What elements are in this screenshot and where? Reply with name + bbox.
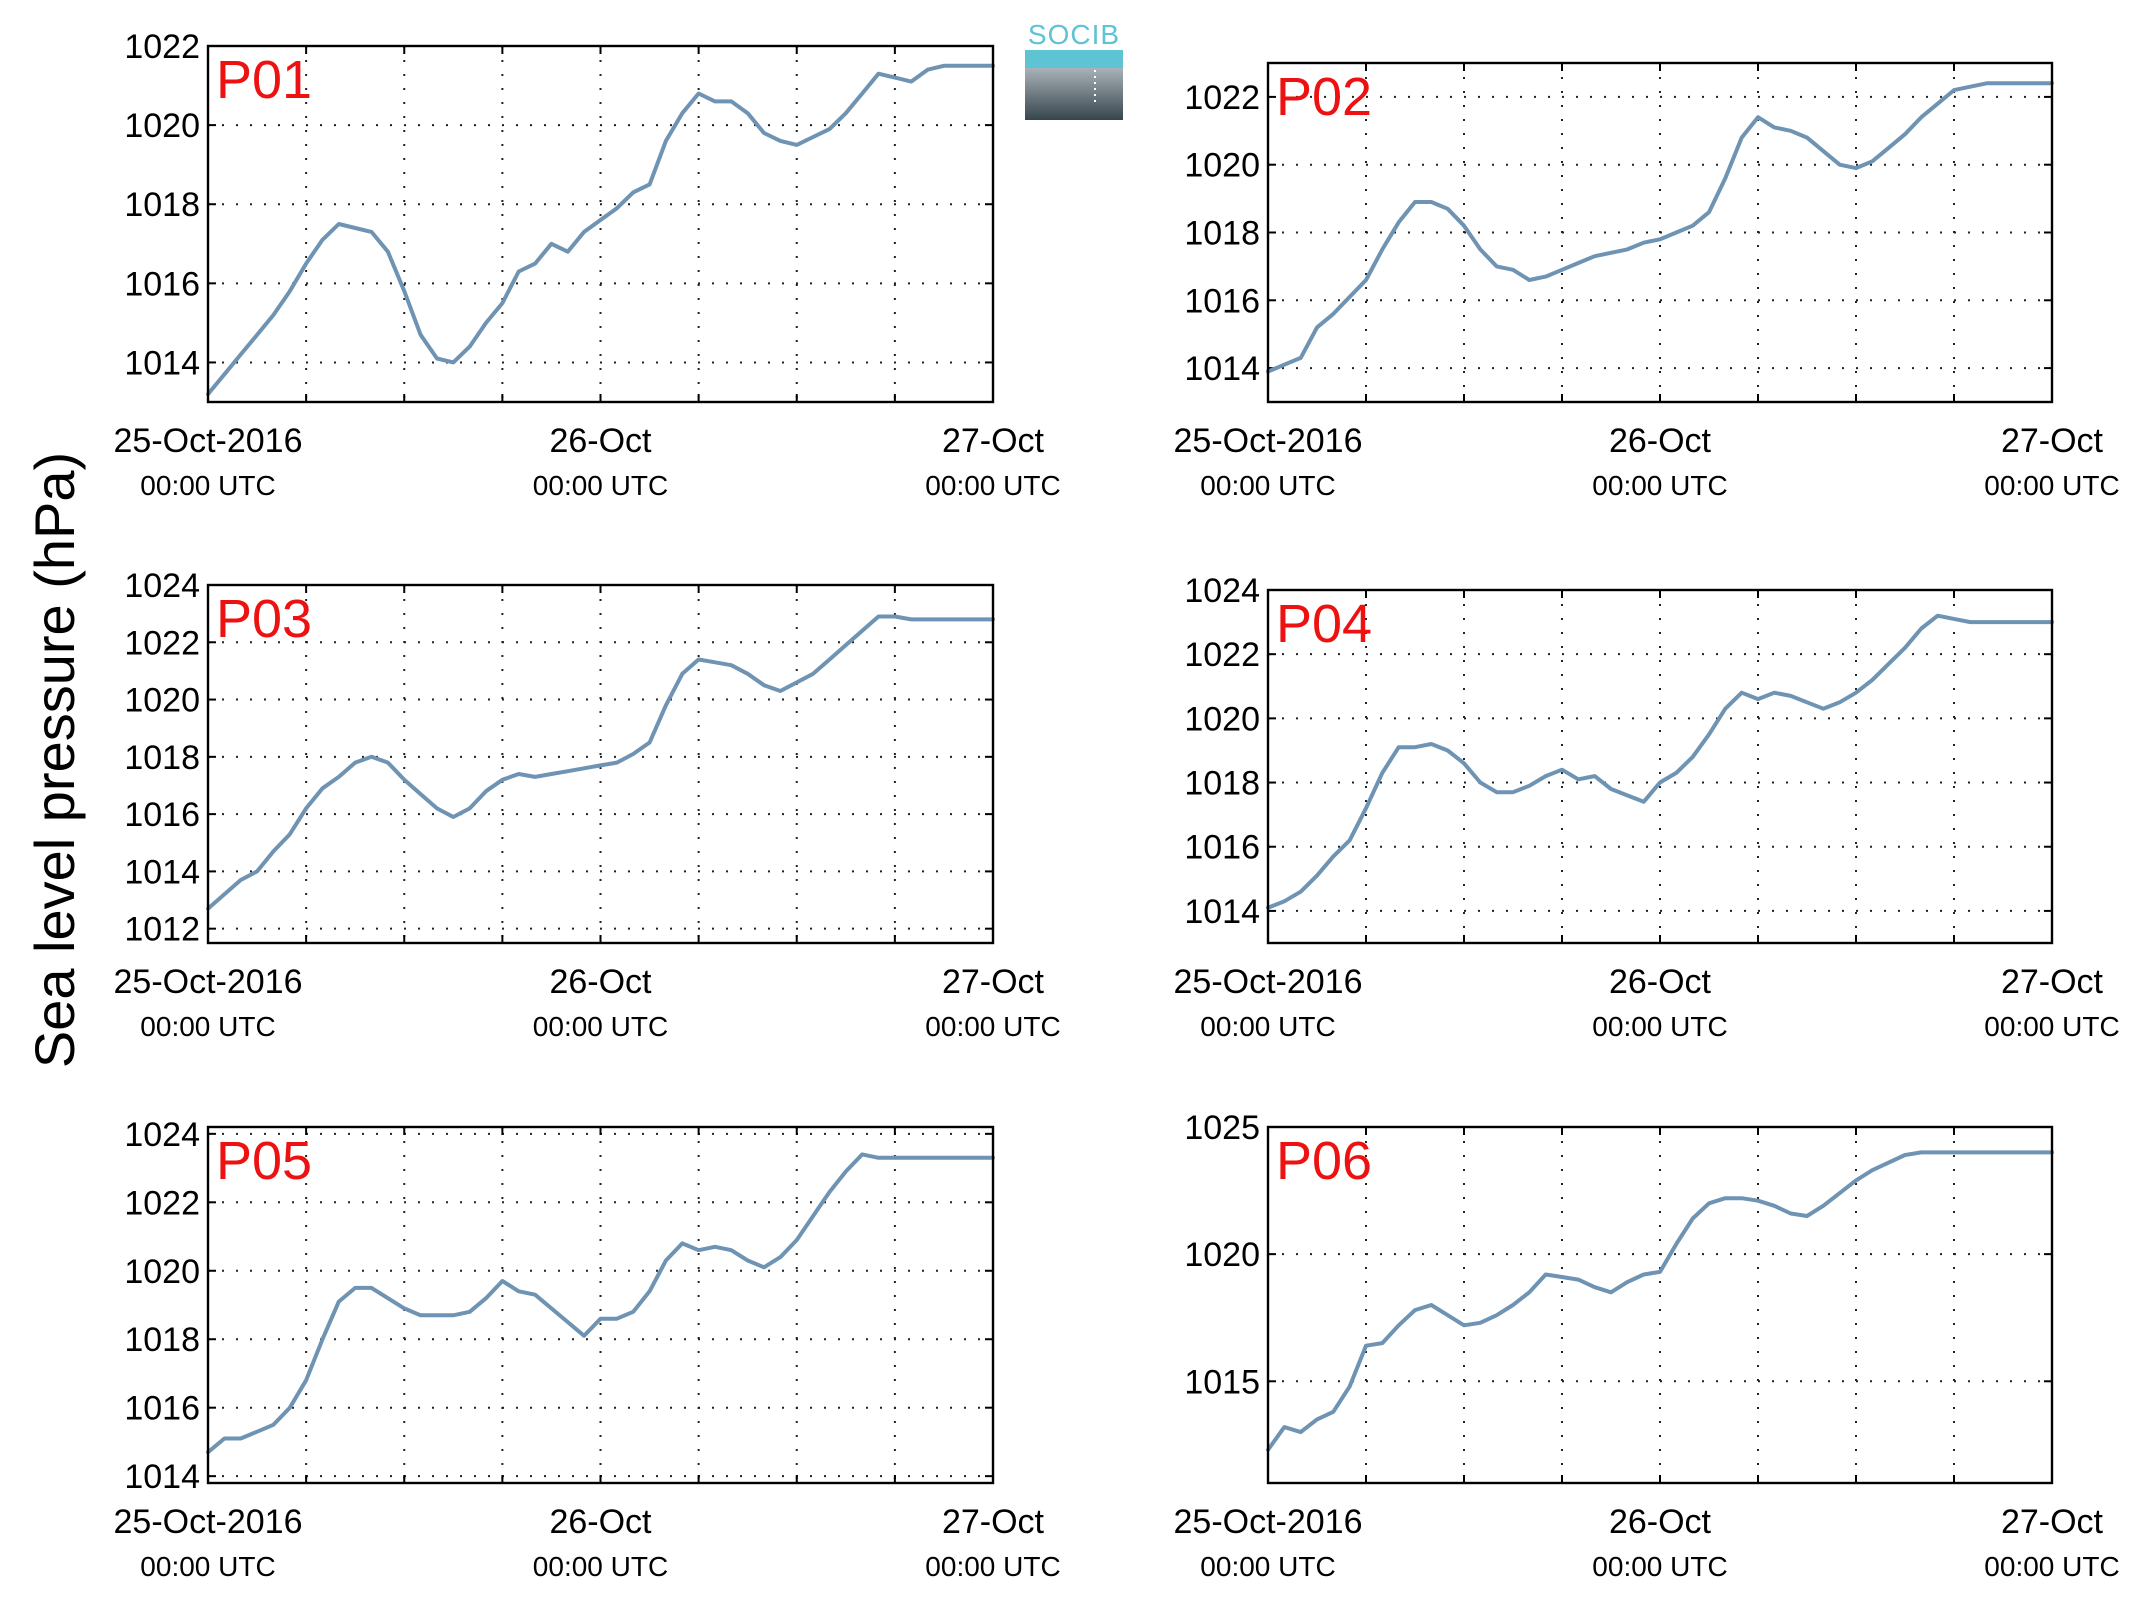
y-tick-label: 1016 [124, 796, 200, 834]
y-tick-label: 1022 [1184, 79, 1260, 117]
x-tick-label: 25-Oct-2016 [114, 422, 303, 460]
panel-label: P04 [1276, 594, 1372, 654]
x-tick-label: 27-Oct [2001, 422, 2104, 460]
y-tick-label: 1012 [124, 911, 200, 949]
plot-frame [206, 583, 995, 945]
panel-p01: 1014 1016 1018 1020 1022 P01 25-Oct-2016 00:00 … [114, 28, 1061, 501]
plot-frame [206, 44, 995, 404]
x-tick-sublabel: 00:00 UTC [140, 470, 275, 501]
plot-frame [206, 1125, 995, 1485]
panel-p05: 1014 1016 1018 1020 1022 1024 P05 25-Oct-2016 00… [114, 1116, 1061, 1582]
panel-label: P05 [216, 1131, 312, 1191]
x-tick-label: 25-Oct-2016 [114, 1503, 303, 1541]
x-tick-sublabel: 00:00 UTC [1592, 1011, 1727, 1042]
x-tick-label: 25-Oct-2016 [114, 963, 303, 1001]
series-line [1266, 81, 2054, 374]
y-tick-label: 1016 [124, 1390, 200, 1428]
y-tick-label: 1022 [124, 624, 200, 662]
y-tick-label: 1015 [1184, 1363, 1260, 1401]
x-tick-label: 25-Oct-2016 [1174, 1503, 1363, 1541]
y-tick-label: 1022 [124, 1184, 200, 1222]
y-tick-label: 1014 [1184, 893, 1260, 931]
x-tick-sublabel: 00:00 UTC [140, 1011, 275, 1042]
y-tick-label: 1020 [124, 682, 200, 720]
x-tick-sublabel: 00:00 UTC [1200, 1011, 1335, 1042]
y-tick-label: 1014 [1184, 350, 1260, 388]
series-line [1266, 613, 2054, 910]
y-tick-label: 1016 [124, 265, 200, 303]
y-tick-label: 1014 [124, 853, 200, 891]
x-tick-sublabel: 00:00 UTC [533, 1011, 668, 1042]
x-tick-label: 26-Oct [1609, 422, 1712, 460]
panel-label: P03 [216, 589, 312, 649]
x-tick-sublabel: 00:00 UTC [925, 1011, 1060, 1042]
x-tick-sublabel: 00:00 UTC [1984, 1551, 2119, 1582]
plot-frame [1266, 588, 2054, 945]
y-tick-label: 1020 [124, 1253, 200, 1291]
x-tick-sublabel: 00:00 UTC [1984, 470, 2119, 501]
y-tick-label: 1020 [1184, 147, 1260, 185]
logo-wave-band [1025, 50, 1123, 68]
panel-label: P02 [1276, 67, 1372, 127]
x-tick-label: 26-Oct [1609, 963, 1712, 1001]
x-tick-label: 27-Oct [2001, 963, 2104, 1001]
x-tick-label: 26-Oct [549, 1503, 652, 1541]
x-tick-sublabel: 00:00 UTC [925, 470, 1060, 501]
x-tick-label: 26-Oct [549, 422, 652, 460]
plot-frame [1266, 1125, 2054, 1485]
y-tick-label: 1018 [1184, 765, 1260, 803]
y-tick-label: 1014 [124, 344, 200, 382]
y-tick-label: 1018 [124, 1321, 200, 1359]
y-tick-label: 1022 [124, 28, 200, 66]
y-tick-label: 1020 [124, 107, 200, 145]
socib-logo: SOCIB [1025, 19, 1123, 120]
x-tick-label: 25-Oct-2016 [1174, 422, 1363, 460]
y-tick-label: 1016 [1184, 282, 1260, 320]
x-tick-sublabel: 00:00 UTC [533, 470, 668, 501]
x-tick-label: 27-Oct [2001, 1503, 2104, 1541]
y-tick-label: 1016 [1184, 829, 1260, 867]
y-tick-label: 1014 [124, 1458, 200, 1496]
y-tick-label: 1020 [1184, 1236, 1260, 1274]
x-tick-sublabel: 00:00 UTC [1200, 1551, 1335, 1582]
panel-p02: 1014 1016 1018 1020 1022 P02 25-Oct-2016 00:00 … [1174, 61, 2120, 501]
y-tick-label: 1024 [124, 1116, 200, 1154]
x-tick-label: 25-Oct-2016 [1174, 963, 1363, 1001]
panel-p03: 1012 1014 1016 1018 1020 1022 1024 P03 25-Oct-20… [114, 567, 1061, 1042]
x-tick-label: 27-Oct [942, 1503, 1045, 1541]
series-line [206, 1152, 995, 1455]
logo-text: SOCIB [1028, 19, 1120, 50]
panel-p06: 1015 1020 1025 P06 25-Oct-2016 00:00 UTC 26-Oc… [1174, 1109, 2120, 1582]
panel-grid: 1014 1016 1018 1020 1022 P01 25-Oct-2016 00:00 … [114, 28, 2120, 1582]
x-tick-label: 27-Oct [942, 963, 1045, 1001]
x-tick-sublabel: 00:00 UTC [533, 1551, 668, 1582]
series-line [206, 614, 995, 911]
panel-label: P06 [1276, 1131, 1372, 1191]
x-tick-sublabel: 00:00 UTC [140, 1551, 275, 1582]
panel-label: P01 [216, 50, 312, 110]
y-tick-label: 1025 [1184, 1109, 1260, 1147]
panel-p04: 1014 1016 1018 1020 1022 1024 P04 25-Oct-2016 00… [1174, 572, 2120, 1042]
y-tick-label: 1024 [124, 567, 200, 605]
y-tick-label: 1020 [1184, 700, 1260, 738]
x-tick-sublabel: 00:00 UTC [1592, 470, 1727, 501]
series-line [1266, 1150, 2054, 1452]
y-tick-label: 1018 [124, 739, 200, 777]
x-tick-sublabel: 00:00 UTC [1592, 1551, 1727, 1582]
y-tick-label: 1018 [124, 186, 200, 224]
x-tick-label: 27-Oct [942, 422, 1045, 460]
x-tick-sublabel: 00:00 UTC [1200, 470, 1335, 501]
y-axis-label: Sea level pressure (hPa) [23, 452, 86, 1068]
plot-frame [1266, 61, 2054, 404]
series-line [206, 63, 995, 397]
y-tick-label: 1018 [1184, 215, 1260, 253]
x-tick-label: 26-Oct [1609, 1503, 1712, 1541]
x-tick-label: 26-Oct [549, 963, 652, 1001]
y-tick-label: 1024 [1184, 572, 1260, 610]
x-tick-sublabel: 00:00 UTC [1984, 1011, 2119, 1042]
logo-body [1025, 68, 1123, 120]
x-tick-sublabel: 00:00 UTC [925, 1551, 1060, 1582]
y-tick-label: 1022 [1184, 636, 1260, 674]
